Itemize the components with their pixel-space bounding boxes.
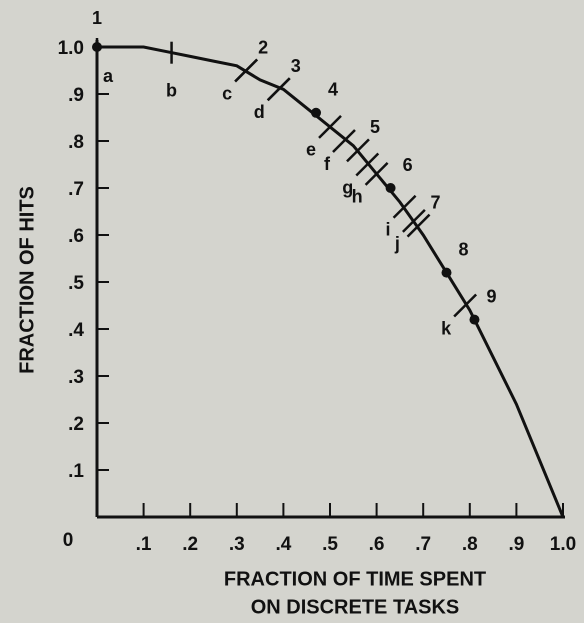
x-tick-label: .8 bbox=[462, 534, 478, 555]
y-tick-label: .9 bbox=[68, 85, 84, 106]
point-label: 2 bbox=[258, 37, 268, 57]
letter-tick bbox=[364, 162, 389, 186]
letter-label: f bbox=[324, 154, 331, 174]
letter-label: j bbox=[394, 234, 400, 254]
x-tick-label: .1 bbox=[136, 534, 152, 555]
y-tick-label: .3 bbox=[68, 367, 84, 388]
letter-tick bbox=[332, 129, 356, 153]
x-tick-label: .7 bbox=[415, 534, 431, 555]
point bbox=[469, 314, 480, 325]
x-axis-title: ON DISCRETE TASKS bbox=[251, 596, 460, 618]
letter-tick bbox=[392, 194, 417, 219]
point-label: 8 bbox=[459, 239, 469, 259]
letter-label: k bbox=[441, 318, 452, 338]
y-tick-label: .7 bbox=[68, 179, 84, 200]
x-tick-label: .4 bbox=[275, 534, 291, 555]
x-tick-label: 1.0 bbox=[550, 534, 576, 555]
letter-label: i bbox=[386, 220, 391, 240]
x-axis-title: FRACTION OF TIME SPENT bbox=[224, 568, 486, 590]
x-tick-label: .9 bbox=[508, 534, 524, 555]
y-tick-label: .6 bbox=[68, 226, 84, 247]
curve bbox=[97, 45, 565, 518]
letter-label: d bbox=[254, 102, 265, 122]
letter-tick bbox=[355, 152, 380, 177]
y-tick-label: .5 bbox=[68, 273, 84, 294]
letter-tick bbox=[401, 209, 426, 233]
point-label: 4 bbox=[328, 80, 338, 100]
letter-label: c bbox=[222, 83, 232, 103]
letter-label: g bbox=[342, 177, 353, 197]
x-tick-label: .6 bbox=[369, 534, 385, 555]
y-tick-label: .1 bbox=[68, 461, 84, 482]
letter-tick bbox=[453, 293, 478, 318]
x-tick-label: 0 bbox=[63, 530, 74, 551]
letter-tick bbox=[234, 58, 259, 83]
point-label: 7 bbox=[431, 192, 441, 212]
x-tick-label: .5 bbox=[322, 534, 338, 555]
point-label: 3 bbox=[291, 56, 301, 76]
letter-tick bbox=[266, 77, 291, 102]
y-axis-title: FRACTION OF HITS bbox=[16, 186, 38, 374]
point-tick bbox=[346, 138, 370, 163]
y-tick-label: .2 bbox=[68, 414, 84, 435]
x-tick-label: .3 bbox=[229, 534, 245, 555]
point-label: 6 bbox=[403, 155, 413, 175]
letter-tick bbox=[318, 115, 342, 139]
point bbox=[441, 267, 452, 278]
point-label: 1 bbox=[92, 8, 102, 28]
y-tick-label: .4 bbox=[68, 320, 84, 341]
letter-label: h bbox=[352, 187, 363, 207]
point-label: 9 bbox=[486, 286, 496, 306]
x-tick-label: .2 bbox=[182, 534, 198, 555]
y-tick-label: 1.0 bbox=[58, 38, 84, 59]
y-tick-label: .8 bbox=[68, 132, 84, 153]
letter-label: b bbox=[166, 80, 177, 100]
point-label: 5 bbox=[370, 117, 380, 137]
point bbox=[385, 183, 396, 193]
letter-label: e bbox=[306, 140, 316, 160]
letter-label: a bbox=[103, 66, 114, 86]
point-tick bbox=[406, 213, 431, 238]
point bbox=[311, 107, 322, 118]
